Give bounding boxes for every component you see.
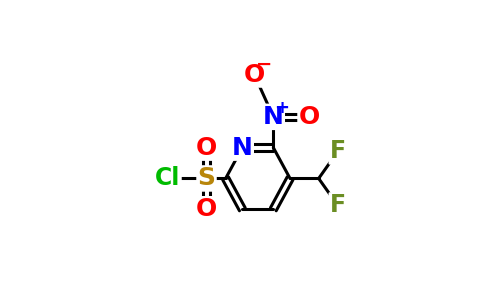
Text: O: O [299, 105, 320, 129]
Text: S: S [197, 167, 215, 191]
Text: O: O [243, 62, 265, 86]
Text: N: N [263, 105, 284, 129]
Text: O: O [196, 197, 217, 221]
Text: F: F [330, 194, 346, 218]
Text: O: O [196, 136, 217, 160]
Text: Cl: Cl [155, 167, 181, 191]
Text: F: F [330, 140, 346, 164]
Text: N: N [232, 136, 253, 160]
Text: −: − [256, 55, 272, 74]
Text: +: + [274, 99, 289, 117]
